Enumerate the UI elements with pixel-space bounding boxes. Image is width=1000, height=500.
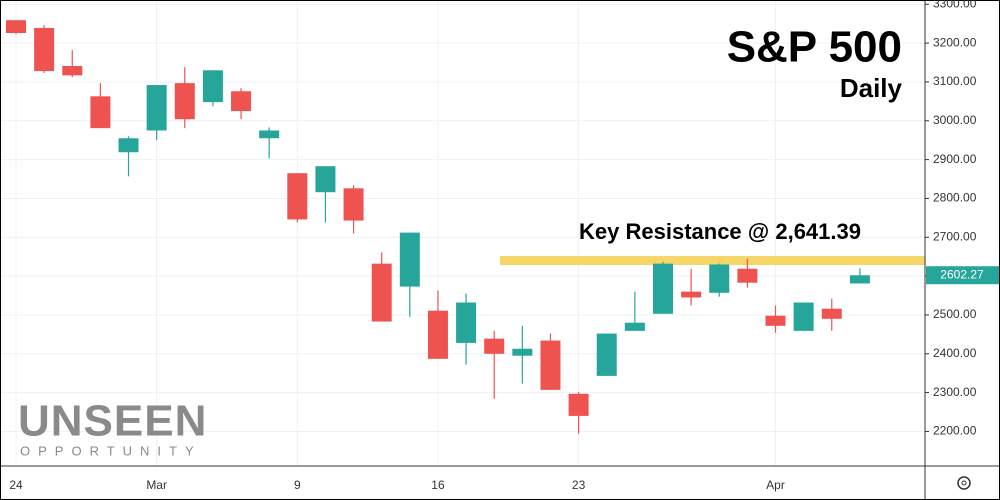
y-tick-label: 2800.00 [933, 191, 977, 205]
x-tick-label: Mar [146, 478, 167, 492]
annotation: Key Resistance @ 2,641.39 [579, 219, 861, 244]
candle-body [681, 291, 702, 298]
candle-body [259, 130, 280, 139]
settings-icon[interactable] [957, 476, 971, 490]
plot: Key Resistance @ 2,641.39 [6, 20, 925, 434]
candle-body [118, 138, 139, 153]
candle [540, 333, 561, 390]
candle-body [174, 83, 195, 120]
candle-body [484, 338, 505, 354]
y-tick-label: 2500.00 [933, 307, 977, 321]
x-tick-label: 23 [572, 478, 586, 492]
candle-body [624, 322, 645, 331]
candle-body [709, 264, 730, 293]
candle [456, 293, 477, 365]
candle [371, 252, 392, 322]
candle [174, 67, 195, 129]
y-tick-label: 3300.00 [933, 0, 977, 10]
resistance-line [500, 256, 925, 266]
candle [512, 325, 533, 384]
candle [399, 232, 420, 317]
y-tick-label: 3200.00 [933, 35, 977, 49]
candle-body [568, 393, 589, 416]
watermark-title: UNSEEN [18, 397, 207, 446]
candle-body [399, 232, 420, 287]
candle-body [231, 91, 252, 112]
chart-title: S&P 500 [727, 23, 902, 72]
candle-body [793, 302, 814, 331]
y-tick-label: 3000.00 [933, 113, 977, 127]
candle [427, 290, 448, 359]
x-tick-label: Apr [766, 478, 785, 492]
candle-body [512, 348, 533, 356]
candle [6, 20, 26, 35]
candle-body [821, 308, 842, 319]
candle-body [62, 66, 83, 76]
watermark-subtitle: OPPORTUNITY [20, 443, 202, 458]
candle [146, 85, 167, 141]
candle [315, 166, 336, 223]
candle-body [652, 263, 673, 314]
candle [596, 333, 617, 376]
last-price-label: 2602.27 [940, 267, 984, 281]
candle-body [596, 333, 617, 376]
candle-body [737, 268, 758, 283]
candle-body [202, 70, 223, 103]
candle-body [765, 315, 786, 326]
candle [62, 50, 83, 78]
candle [849, 268, 870, 284]
settings-center[interactable] [961, 480, 967, 486]
x-tick-label: 9 [294, 478, 301, 492]
candle [343, 185, 364, 234]
candle [568, 391, 589, 434]
candle-body [427, 310, 448, 359]
candle [90, 83, 111, 129]
y-tick-label: 2700.00 [933, 229, 977, 243]
candle [624, 291, 645, 331]
y-tick-label: 2400.00 [933, 346, 977, 360]
candle [737, 258, 758, 288]
x-tick-label: 24 [9, 478, 23, 492]
x-tick-label: 16 [431, 478, 445, 492]
candle-body [34, 27, 55, 72]
chart-subtitle: Daily [840, 73, 903, 103]
y-tick-label: 2900.00 [933, 152, 977, 166]
candle-body [343, 188, 364, 221]
candle [287, 173, 308, 223]
candle [118, 136, 139, 177]
candle [681, 268, 702, 306]
last-price-tag [926, 266, 999, 285]
y-tick-label: 2300.00 [933, 385, 977, 399]
candle-body [371, 263, 392, 322]
y-tick-label: 2200.00 [933, 424, 977, 438]
candle [821, 298, 842, 331]
settings-gear[interactable] [957, 476, 971, 490]
candle-body [146, 85, 167, 131]
candle [231, 88, 252, 120]
candle [652, 261, 673, 314]
candle [484, 330, 505, 399]
y-tick-label: 3100.00 [933, 74, 977, 88]
candle [34, 25, 55, 74]
candle-body [287, 173, 308, 220]
candle [793, 302, 814, 331]
candle [202, 70, 223, 107]
candle-body [849, 275, 870, 284]
candle-body [456, 302, 477, 343]
candle [259, 127, 280, 159]
candle [709, 263, 730, 297]
candle [765, 305, 786, 333]
candle-body [6, 20, 26, 34]
candle-body [90, 96, 111, 129]
watermark: UNSEEN OPPORTUNITY [18, 397, 207, 459]
candle-body [315, 166, 336, 193]
candle-body [540, 340, 561, 390]
